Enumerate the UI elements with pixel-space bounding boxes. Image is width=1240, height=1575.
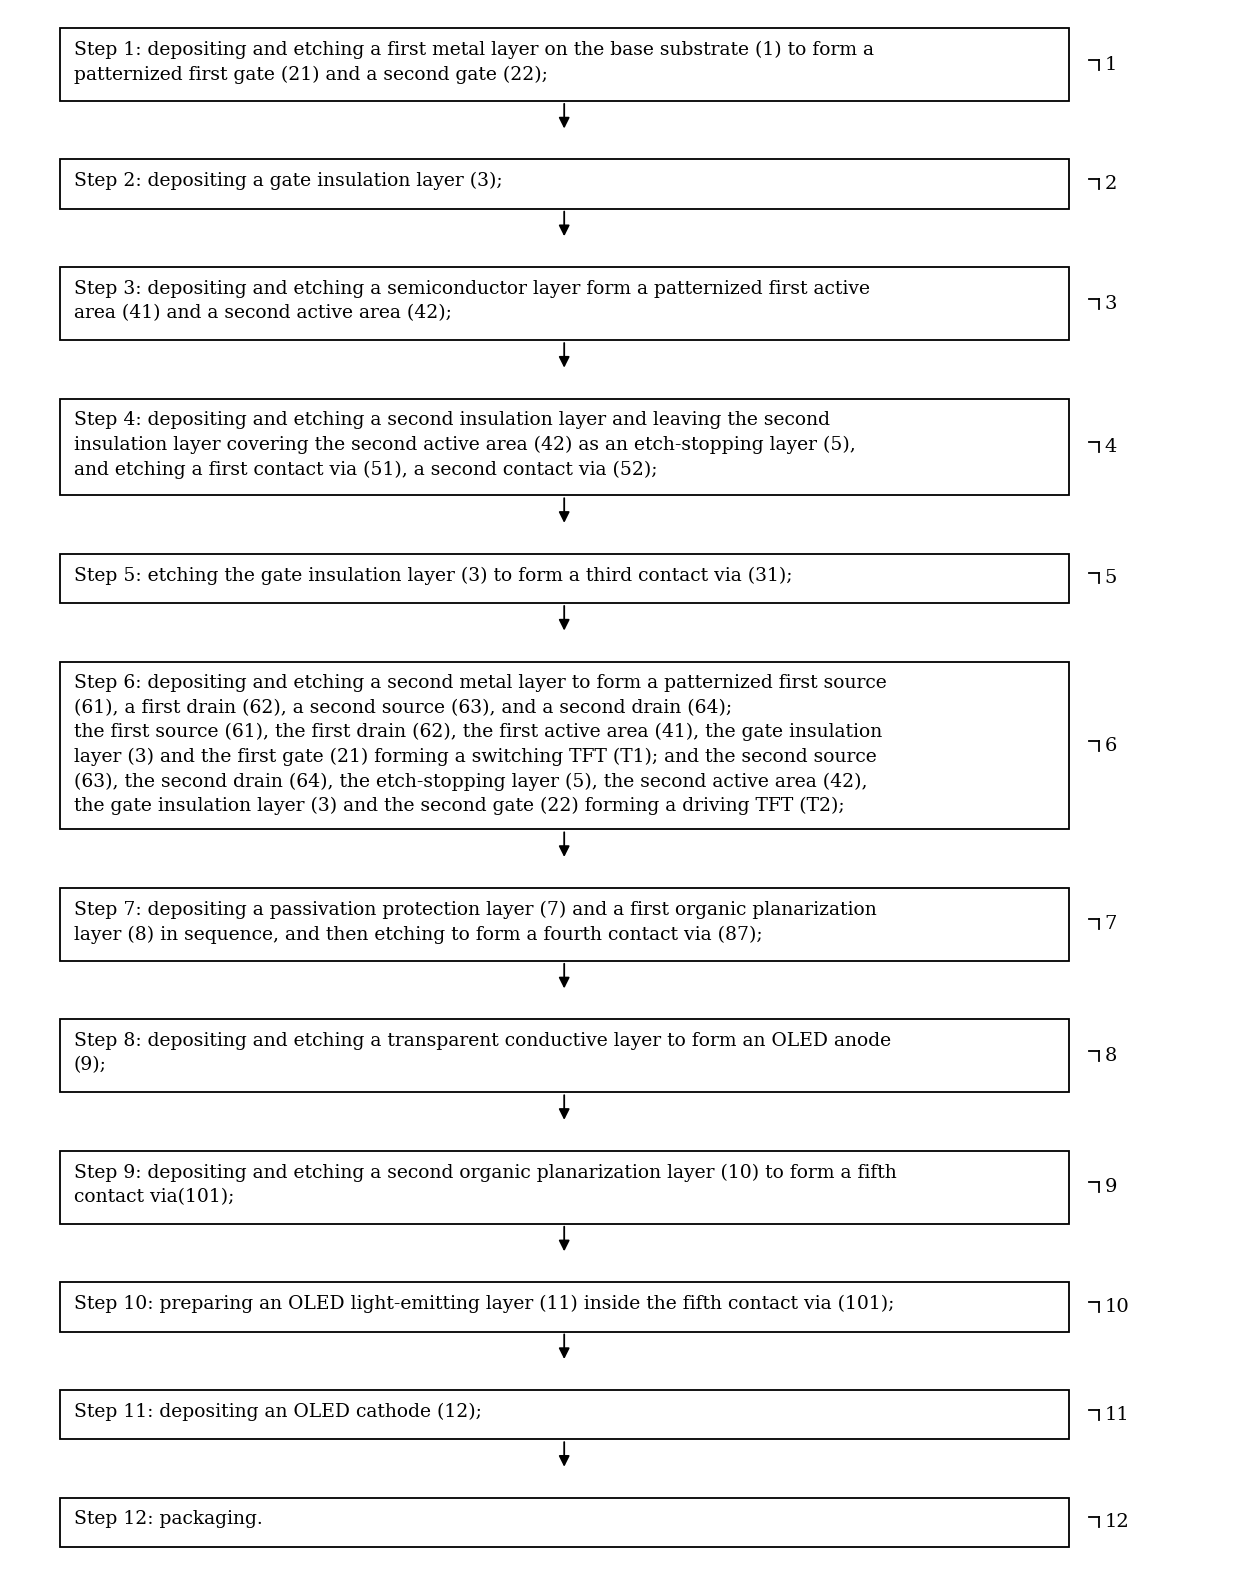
- Bar: [60, 268, 1069, 340]
- Text: Step 2: depositing a gate insulation layer (3);: Step 2: depositing a gate insulation lay…: [73, 172, 502, 191]
- Text: 2: 2: [1105, 175, 1117, 194]
- Text: 3: 3: [1105, 295, 1117, 313]
- Text: Step 12: packaging.: Step 12: packaging.: [73, 1510, 263, 1528]
- Text: 9: 9: [1105, 1178, 1117, 1197]
- Text: Step 1: depositing and etching a first metal layer on the base substrate (1) to : Step 1: depositing and etching a first m…: [73, 41, 873, 83]
- Text: 1: 1: [1105, 55, 1117, 74]
- Bar: [60, 662, 1069, 830]
- Text: 11: 11: [1105, 1405, 1130, 1424]
- Text: Step 8: depositing and etching a transparent conductive layer to form an OLED an: Step 8: depositing and etching a transpa…: [73, 1032, 890, 1074]
- Bar: [60, 1391, 1069, 1440]
- Text: 6: 6: [1105, 737, 1117, 754]
- Text: Step 10: preparing an OLED light-emitting layer (11) inside the fifth contact vi: Step 10: preparing an OLED light-emittin…: [73, 1295, 894, 1314]
- Text: Step 9: depositing and etching a second organic planarization layer (10) to form: Step 9: depositing and etching a second …: [73, 1164, 897, 1206]
- Text: 12: 12: [1105, 1514, 1130, 1531]
- Text: Step 4: depositing and etching a second insulation layer and leaving the second
: Step 4: depositing and etching a second …: [73, 411, 856, 479]
- Bar: [60, 1498, 1069, 1547]
- Bar: [60, 888, 1069, 961]
- Text: Step 11: depositing an OLED cathode (12);: Step 11: depositing an OLED cathode (12)…: [73, 1403, 481, 1421]
- Bar: [60, 1282, 1069, 1331]
- Text: 8: 8: [1105, 1047, 1117, 1065]
- Bar: [60, 1151, 1069, 1224]
- Text: Step 5: etching the gate insulation layer (3) to form a third contact via (31);: Step 5: etching the gate insulation laye…: [73, 567, 792, 584]
- Text: 5: 5: [1105, 570, 1117, 587]
- Bar: [60, 554, 1069, 603]
- Bar: [60, 159, 1069, 209]
- Text: Step 6: depositing and etching a second metal layer to form a patternized first : Step 6: depositing and etching a second …: [73, 674, 887, 816]
- Bar: [60, 398, 1069, 496]
- Bar: [60, 1019, 1069, 1093]
- Text: Step 3: depositing and etching a semiconductor layer form a patternized first ac: Step 3: depositing and etching a semicon…: [73, 280, 869, 323]
- Text: 7: 7: [1105, 915, 1117, 934]
- Text: 4: 4: [1105, 438, 1117, 457]
- Bar: [60, 28, 1069, 101]
- Text: 10: 10: [1105, 1298, 1130, 1317]
- Text: Step 7: depositing a passivation protection layer (7) and a first organic planar: Step 7: depositing a passivation protect…: [73, 901, 877, 943]
